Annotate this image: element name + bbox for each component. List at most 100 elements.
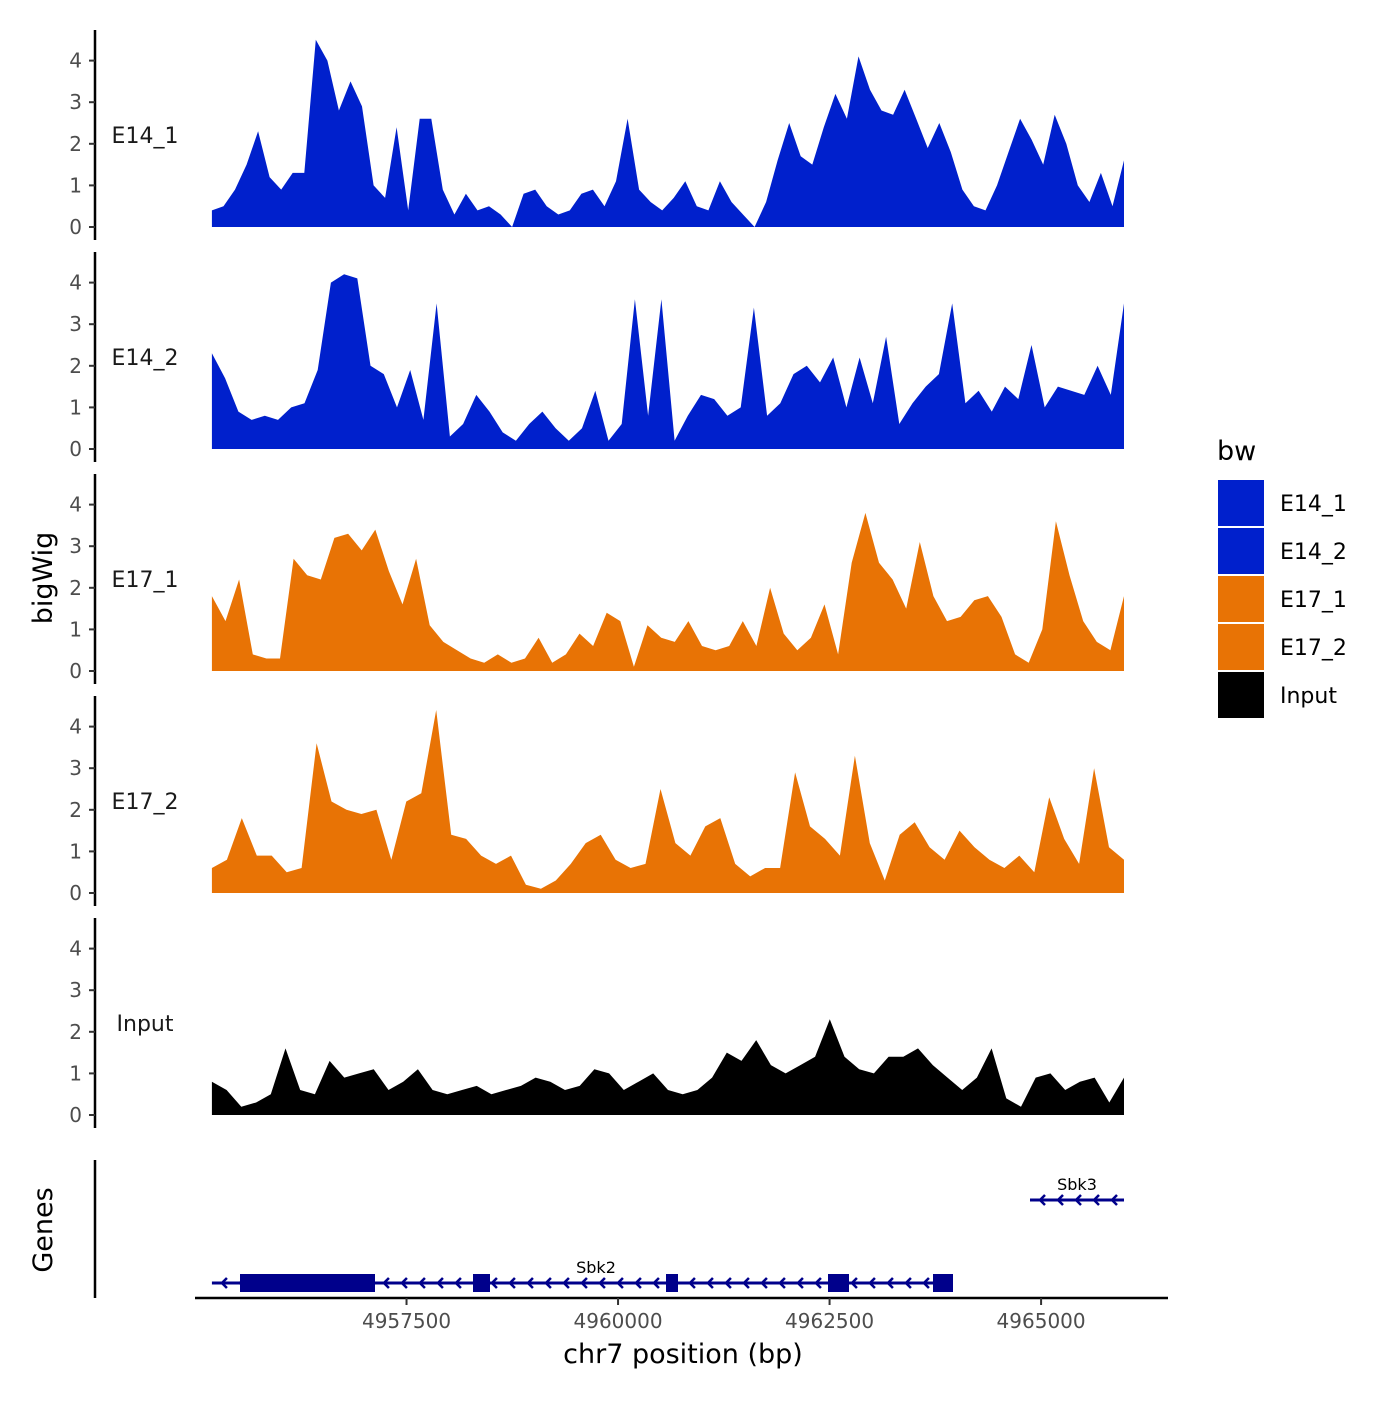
strand-arrow: [616, 1277, 624, 1289]
strand-arrow: [436, 1277, 444, 1289]
track-label: Input: [117, 1012, 174, 1037]
strand-arrow: [688, 1277, 696, 1289]
strand-arrow: [418, 1277, 426, 1289]
y-tick-label: 0: [69, 1103, 82, 1127]
legend: bw E14_1 E14_2 E17_1 E17_2 Input: [1217, 436, 1347, 718]
track-label: E14_1: [112, 124, 179, 149]
strand-arrow: [580, 1277, 588, 1289]
legend-label: E17_1: [1280, 588, 1347, 613]
strand-arrow: [400, 1277, 408, 1289]
strand-arrow: [724, 1277, 732, 1289]
y-tick-label: 0: [69, 215, 82, 239]
strand-arrow: [1110, 1194, 1118, 1206]
strand-arrow: [1092, 1194, 1100, 1206]
y-tick-label: 2: [69, 354, 82, 378]
y-tick-label: 1: [69, 1061, 82, 1085]
y-tick-label: 4: [69, 937, 82, 961]
track-Input: 0 1 2 3 4 Input: [69, 918, 1124, 1128]
track-area-E17_1: [211, 512, 1124, 671]
y-tick-label: 4: [69, 493, 82, 517]
strand-arrow: [796, 1277, 804, 1289]
strand-arrow: [778, 1277, 786, 1289]
legend-swatch: [1218, 480, 1264, 526]
exon: [828, 1274, 849, 1292]
strand-arrow: [904, 1277, 912, 1289]
x-tick-label: 4962500: [785, 1309, 874, 1333]
y-tick-label: 1: [69, 839, 82, 863]
track-E14_1: 0 1 2 3 4 E14_1: [69, 30, 1124, 240]
strand-arrow: [850, 1277, 858, 1289]
gene-track: Sbk2 Sbk3: [93, 1160, 1124, 1298]
gene-label: Sbk3: [1057, 1175, 1097, 1194]
y-tick-label: 0: [69, 881, 82, 905]
y-tick-label: 3: [69, 90, 82, 114]
exon: [240, 1274, 375, 1292]
legend-swatch: [1218, 672, 1264, 718]
strand-arrow: [742, 1277, 750, 1289]
legend-item-E14_1: E14_1: [1218, 480, 1347, 526]
track-area-E14_1: [211, 39, 1124, 227]
x-tick-label: 4965000: [997, 1309, 1086, 1333]
legend-label: E14_1: [1280, 492, 1347, 517]
strand-arrow: [1056, 1194, 1064, 1206]
gene-label: Sbk2: [576, 1258, 616, 1277]
strand-arrow: [1074, 1194, 1082, 1206]
genes-axis-title: Genes: [28, 1187, 59, 1272]
legend-item-Input: Input: [1218, 672, 1337, 718]
strand-arrow: [760, 1277, 768, 1289]
y-tick-label: 3: [69, 312, 82, 336]
y-tick-label: 3: [69, 978, 82, 1002]
strand-arrow: [814, 1277, 822, 1289]
exon: [933, 1274, 953, 1292]
track-E17_1: 0 1 2 3 4 E17_1: [69, 474, 1124, 684]
strand-arrow: [508, 1277, 516, 1289]
y-tick-label: 1: [69, 395, 82, 419]
track-area-E14_2: [211, 274, 1124, 449]
legend-swatch: [1218, 576, 1264, 622]
strand-arrow: [544, 1277, 552, 1289]
x-tick-label: 4960000: [574, 1309, 663, 1333]
track-area-E17_2: [211, 710, 1124, 893]
track-panels: 0 1 2 3 4 E14_1 0 1 2 3 4 E14_2 0 1 2 3 4 E17_1 0 1 2 3 4 E17_2…: [69, 30, 1124, 1128]
strand-arrow: [490, 1277, 498, 1289]
track-label: E17_2: [112, 790, 179, 815]
gene-Sbk3: Sbk3: [1030, 1175, 1124, 1206]
track-label: E14_2: [112, 346, 179, 371]
track-area-Input: [211, 1019, 1124, 1115]
y-tick-label: 4: [69, 271, 82, 295]
exon: [473, 1274, 490, 1292]
strand-arrow: [526, 1277, 534, 1289]
y-axis-title: bigWig: [28, 532, 59, 625]
x-axis-title: chr7 position (bp): [563, 1339, 803, 1370]
legend-title: bw: [1217, 436, 1256, 467]
strand-arrow: [220, 1277, 228, 1289]
strand-arrow: [454, 1277, 462, 1289]
y-tick-label: 0: [69, 659, 82, 683]
legend-label: Input: [1280, 684, 1337, 709]
strand-arrow: [598, 1277, 606, 1289]
strand-arrow: [562, 1277, 570, 1289]
y-tick-label: 1: [69, 617, 82, 641]
y-tick-label: 2: [69, 1020, 82, 1044]
track-E17_2: 0 1 2 3 4 E17_2: [69, 696, 1124, 906]
y-tick-label: 3: [69, 534, 82, 558]
track-label: E17_1: [112, 568, 179, 593]
y-tick-label: 2: [69, 798, 82, 822]
strand-arrow: [706, 1277, 714, 1289]
y-tick-label: 1: [69, 173, 82, 197]
exon: [666, 1274, 678, 1292]
legend-swatch: [1218, 528, 1264, 574]
y-tick-label: 4: [69, 49, 82, 73]
y-tick-label: 2: [69, 576, 82, 600]
strand-arrow: [922, 1277, 930, 1289]
strand-arrow: [382, 1277, 390, 1289]
legend-item-E17_2: E17_2: [1218, 624, 1347, 670]
strand-arrow: [868, 1277, 876, 1289]
track-E14_2: 0 1 2 3 4 E14_2: [69, 252, 1124, 462]
legend-swatch: [1218, 624, 1264, 670]
legend-label: E17_2: [1280, 636, 1347, 661]
strand-arrow: [634, 1277, 642, 1289]
x-tick-label: 4957500: [362, 1309, 451, 1333]
